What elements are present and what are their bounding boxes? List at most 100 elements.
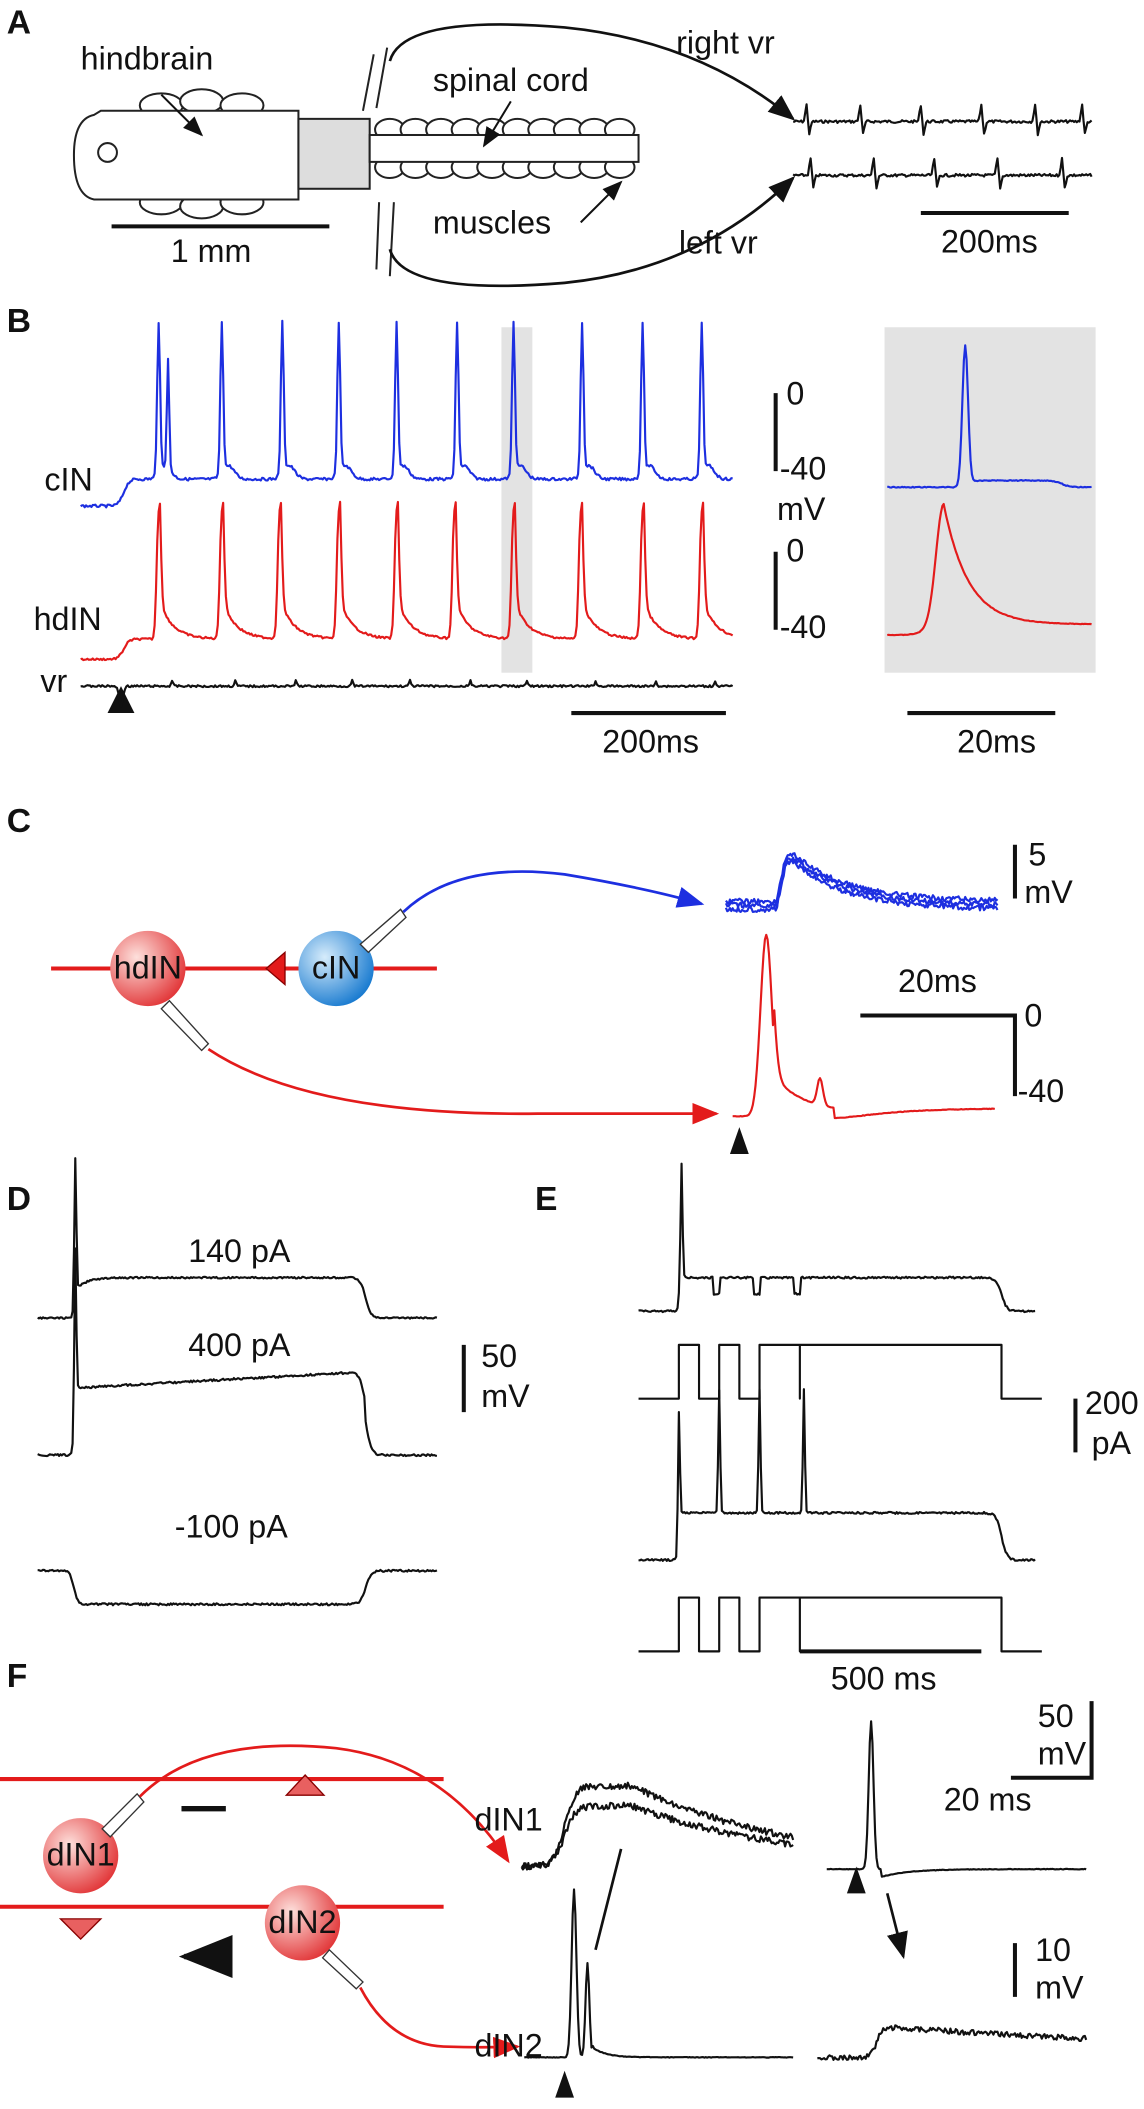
neuron <box>298 930 374 1007</box>
label: muscles <box>433 205 551 241</box>
highlight <box>501 327 533 673</box>
trace <box>520 1801 794 1871</box>
scale-label: 50 <box>1038 1698 1074 1734</box>
trace <box>80 500 734 662</box>
trace <box>638 1388 1036 1562</box>
panel-label: B <box>7 303 31 340</box>
trace <box>37 1568 438 1607</box>
trace <box>724 859 999 913</box>
scale-label: 0 <box>1024 998 1042 1034</box>
scale-label: mV <box>1038 1736 1087 1772</box>
synapse <box>265 950 286 987</box>
scale-label: 1 mm <box>171 233 252 269</box>
vr-arrow <box>388 176 796 288</box>
panel-label: F <box>7 1658 28 1695</box>
label: hindbrain <box>81 41 214 77</box>
trace <box>817 2024 1088 2061</box>
scale-label: 5 <box>1028 836 1046 872</box>
scale-label: -40 <box>780 609 827 645</box>
scale-bar <box>571 393 1056 716</box>
neuron <box>43 1818 119 1894</box>
trace <box>725 852 999 905</box>
current-step <box>638 1596 1042 1653</box>
neuron <box>264 1885 341 1961</box>
panel-label: D <box>7 1181 31 1218</box>
current-label: 400 pA <box>188 1327 291 1363</box>
pointer <box>482 100 512 148</box>
scale-label: 0 <box>786 375 804 411</box>
label: spinal cord <box>433 62 589 98</box>
trace <box>638 1162 1036 1314</box>
trace <box>521 1781 795 1870</box>
scale-label: mV <box>1024 874 1073 910</box>
scale-label: 0 <box>786 533 804 569</box>
scale-label: 20ms <box>957 723 1036 759</box>
panel-label: C <box>7 803 31 840</box>
label: hdIN <box>34 601 102 637</box>
neuron-label: cIN <box>312 949 360 985</box>
highlight <box>884 327 1096 673</box>
scale-label: mV <box>777 491 826 527</box>
scale-label: 200ms <box>941 223 1038 259</box>
label: vr <box>40 663 67 699</box>
scale-label: 20ms <box>898 963 977 999</box>
pointer <box>594 1848 904 1957</box>
current-step <box>638 1343 1042 1400</box>
neuron-label: hdIN <box>114 949 182 985</box>
trace <box>732 933 995 1120</box>
scale-bar <box>860 844 1017 1097</box>
trace <box>524 1888 794 2059</box>
trace <box>887 344 1092 489</box>
tadpole-diagram <box>72 47 640 277</box>
scale-label: 200 <box>1085 1385 1139 1421</box>
stim-marker <box>555 1866 866 2098</box>
scale-label: 500 ms <box>831 1660 937 1696</box>
scale-label: 20 ms <box>944 1781 1032 1817</box>
scale-bar <box>461 1344 1078 1654</box>
pointer <box>580 180 623 224</box>
panel-label: E <box>535 1181 557 1218</box>
panel-label: A <box>7 5 31 42</box>
scale-label: -40 <box>1018 1073 1065 1109</box>
scale-label: mV <box>1035 1970 1084 2006</box>
trace <box>37 1157 438 1320</box>
trace <box>37 1247 438 1458</box>
trace <box>793 103 1093 137</box>
neuron-label: dIN1 <box>47 1837 115 1873</box>
trace <box>887 502 1092 637</box>
current-label: 140 pA <box>188 1233 291 1269</box>
electrode <box>321 1948 364 1990</box>
label: left vr <box>679 225 758 261</box>
scale-label: -40 <box>780 451 827 487</box>
label: cIN <box>44 461 92 497</box>
direction-arrow <box>181 1805 228 1957</box>
scale-label: 10 <box>1035 1932 1071 1968</box>
connection <box>207 1048 720 1125</box>
neuron-label: dIN2 <box>268 1904 336 1940</box>
current-label: -100 pA <box>175 1509 288 1545</box>
synapse <box>58 1774 326 1941</box>
electrode <box>101 1792 145 1838</box>
label: right vr <box>676 24 775 60</box>
electrode <box>359 908 407 954</box>
trace-label: dIN1 <box>475 1802 543 1838</box>
stim-marker <box>729 1127 749 1154</box>
trace <box>80 678 734 708</box>
pointer <box>160 93 204 137</box>
scale-bar <box>1010 1701 1094 1997</box>
scale-label: mV <box>481 1378 530 1414</box>
neuron <box>110 930 186 1007</box>
scale-label: 50 <box>481 1338 517 1374</box>
electrode <box>160 999 210 1052</box>
connection <box>138 1744 510 1864</box>
scale-label: pA <box>1092 1425 1132 1461</box>
connection <box>402 870 705 913</box>
stim-marker <box>107 686 135 714</box>
trace <box>826 1720 1087 1878</box>
trace <box>80 319 733 509</box>
vr-arrow <box>388 23 796 121</box>
connection <box>359 1986 521 2059</box>
trace <box>792 156 1093 190</box>
scale-label: 200ms <box>602 723 699 759</box>
